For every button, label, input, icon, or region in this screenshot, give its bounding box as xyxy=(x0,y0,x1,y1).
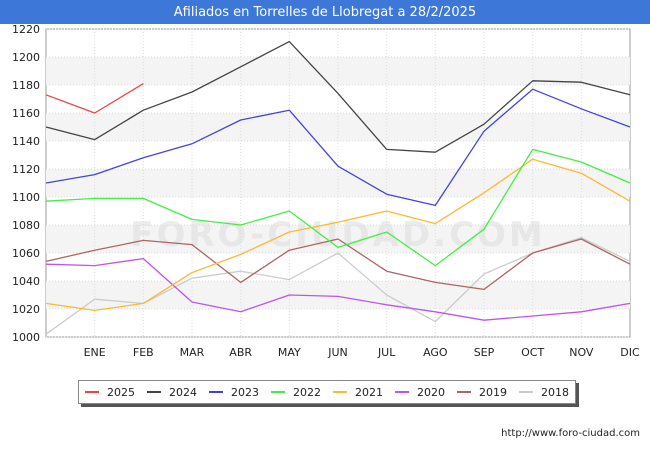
y-tick-label: 1160 xyxy=(12,107,40,120)
legend-item-2025: 2025 xyxy=(85,386,135,399)
x-axis-labels: ENE FEB MAR ABR MAY JUN JUL AGO SEP OCT NOV DIC xyxy=(84,346,640,359)
legend-item-2023: 2023 xyxy=(209,386,259,399)
y-tick-label: 1200 xyxy=(12,51,40,64)
legend-item-2021: 2021 xyxy=(333,386,383,399)
x-tick-label: OCT xyxy=(521,346,544,359)
y-tick-label: 1220 xyxy=(12,24,40,36)
y-tick-label: 1020 xyxy=(12,303,40,316)
legend-item-2020: 2020 xyxy=(395,386,445,399)
legend-label: 2018 xyxy=(541,385,569,399)
legend-swatch xyxy=(209,391,223,393)
x-tick-label: MAY xyxy=(278,346,301,359)
legend-swatch xyxy=(395,391,409,393)
x-tick-label: SEP xyxy=(474,346,495,359)
legend-item-2022: 2022 xyxy=(271,386,321,399)
watermark: FORO-CIUDAD.COM xyxy=(130,215,546,255)
y-tick-label: 1000 xyxy=(12,331,40,344)
legend-swatch xyxy=(519,391,533,393)
chart-title-text: Afiliados en Torrelles de Llobregat a 28… xyxy=(173,4,477,20)
y-axis-labels: 1000 1020 1040 1060 1080 1100 1120 1140 1160 1180… xyxy=(12,24,40,344)
series-line-2025 xyxy=(45,83,144,114)
series-line-2020 xyxy=(45,257,631,321)
series-line-2023 xyxy=(45,88,631,207)
legend-swatch xyxy=(85,391,99,393)
y-tick-label: 1140 xyxy=(12,135,40,148)
y-tick-label: 1060 xyxy=(12,247,40,260)
series-lines xyxy=(45,40,631,335)
y-tick-label: 1040 xyxy=(12,275,40,288)
legend-item-2024: 2024 xyxy=(147,386,197,399)
legend-label: 2019 xyxy=(479,385,507,399)
legend-item-2018: 2018 xyxy=(519,386,569,399)
legend-item-2019: 2019 xyxy=(457,386,507,399)
y-tick-label: 1100 xyxy=(12,191,40,204)
legend-label: 2025 xyxy=(107,385,135,399)
grid-band xyxy=(46,113,630,141)
line-chart: FORO-CIUDAD.COM 1000 1020 1040 1060 1080 1100… xyxy=(12,24,640,359)
series-line-2022 xyxy=(45,148,631,267)
x-tick-label: MAR xyxy=(180,346,205,359)
y-tick-label: 1180 xyxy=(12,79,40,92)
legend-swatch xyxy=(333,391,347,393)
x-tick-label: ENE xyxy=(84,346,106,359)
legend-swatch xyxy=(271,391,285,393)
x-tick-label: JUL xyxy=(377,346,396,359)
x-tick-label: DIC xyxy=(620,346,640,359)
x-tick-label: AGO xyxy=(423,346,448,359)
legend-swatch xyxy=(457,391,471,393)
legend: 2025 2024 2023 2022 2021 2020 2019 2018 xyxy=(78,380,576,404)
x-tick-label: NOV xyxy=(569,346,594,359)
y-tick-label: 1080 xyxy=(12,219,40,232)
legend-swatch xyxy=(147,391,161,393)
grid-band xyxy=(46,281,630,309)
x-tick-label: FEB xyxy=(133,346,154,359)
x-tick-label: ABR xyxy=(229,346,252,359)
x-tick-label: JUN xyxy=(327,346,348,359)
series-line-2021 xyxy=(45,158,631,312)
series-line-2024 xyxy=(45,40,631,153)
chart-title: Afiliados en Torrelles de Llobregat a 28… xyxy=(0,0,650,24)
legend-label: 2020 xyxy=(417,385,445,399)
legend-label: 2023 xyxy=(231,385,259,399)
legend-label: 2022 xyxy=(293,385,321,399)
y-tick-label: 1120 xyxy=(12,163,40,176)
series-line-2019 xyxy=(45,238,631,291)
legend-label: 2024 xyxy=(169,385,197,399)
source-url: http://www.foro-ciudad.com xyxy=(501,428,640,439)
legend-label: 2021 xyxy=(355,385,383,399)
